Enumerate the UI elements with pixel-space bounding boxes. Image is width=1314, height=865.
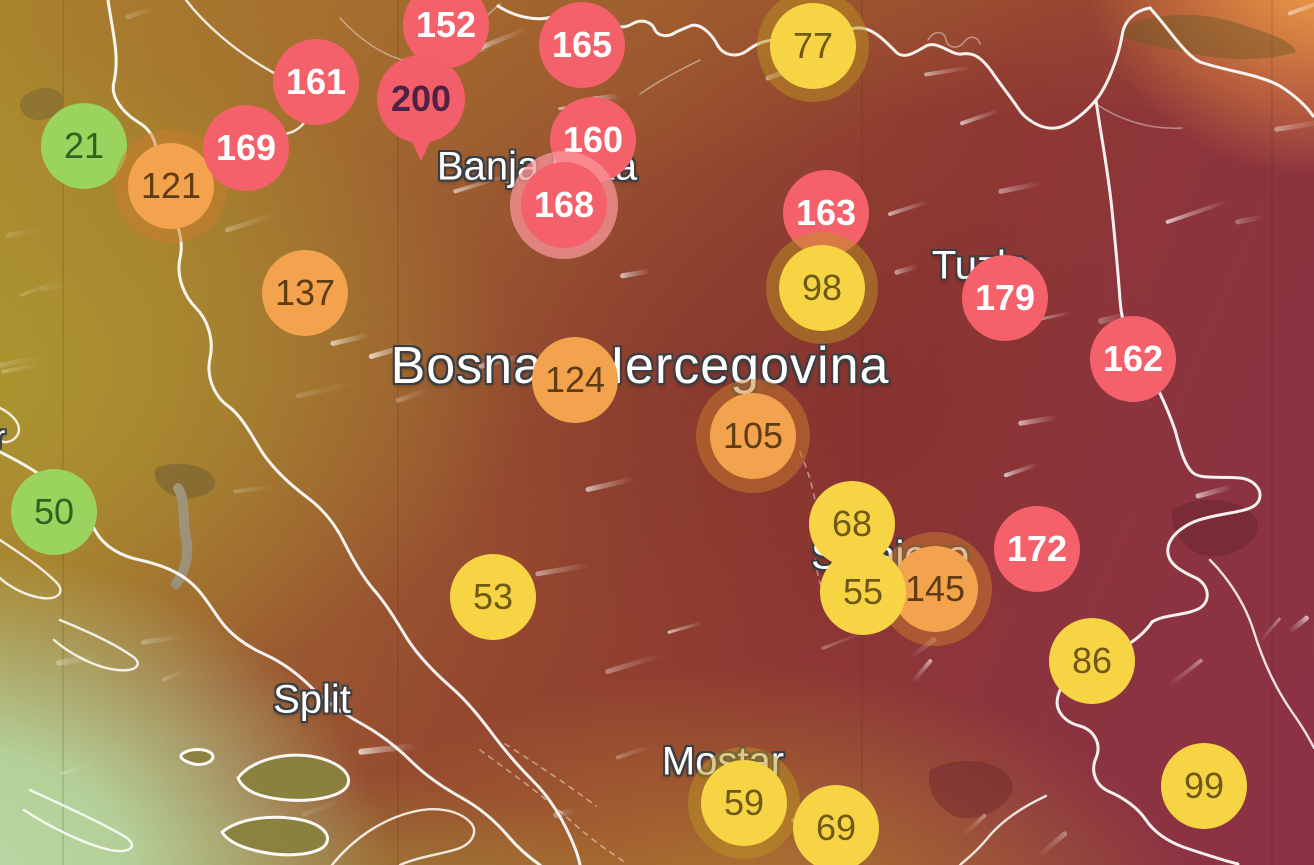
- aqi-station-marker[interactable]: 69: [793, 785, 879, 865]
- aqi-value: 68: [831, 503, 873, 544]
- aqi-station-marker[interactable]: 163: [783, 170, 869, 256]
- aqi-station-marker[interactable]: 145: [892, 546, 978, 632]
- aqi-station-marker[interactable]: 53: [450, 554, 536, 640]
- aqi-value: 161: [285, 61, 347, 102]
- aqi-value: 53: [472, 576, 514, 617]
- aqi-value: 21: [63, 125, 105, 166]
- aqi-station-marker[interactable]: 169: [203, 105, 289, 191]
- aqi-value: 162: [1102, 338, 1164, 379]
- aqi-value: 105: [722, 415, 784, 456]
- aqi-value: 160: [562, 119, 624, 160]
- aqi-value: 200: [390, 78, 452, 119]
- aqi-value: 50: [33, 491, 75, 532]
- aqi-station-marker[interactable]: 124: [532, 337, 618, 423]
- aqi-value: 121: [140, 165, 202, 206]
- aqi-station-marker[interactable]: 121: [128, 143, 214, 229]
- aqi-value: 86: [1071, 640, 1113, 681]
- aqi-value: 137: [274, 272, 336, 313]
- aqi-value: 163: [795, 192, 857, 233]
- aqi-value: 169: [215, 127, 277, 168]
- aqi-station-marker[interactable]: 77: [770, 3, 856, 89]
- aqi-station-marker[interactable]: 99: [1161, 743, 1247, 829]
- aqi-station-marker[interactable]: 161: [273, 39, 359, 125]
- aqi-value: 55: [842, 571, 884, 612]
- aqi-value: 172: [1006, 528, 1068, 569]
- aqi-value: 59: [723, 782, 765, 823]
- aqi-station-marker[interactable]: 168: [521, 162, 607, 248]
- aqi-station-marker[interactable]: 172: [994, 506, 1080, 592]
- aqi-value: 145: [904, 568, 966, 609]
- marker-pin-tail: [405, 127, 437, 161]
- aqi-station-marker[interactable]: 98: [779, 245, 865, 331]
- aqi-value: 179: [974, 277, 1036, 318]
- aqi-value: 152: [415, 4, 477, 45]
- aqi-station-marker[interactable]: 86: [1049, 618, 1135, 704]
- aqi-station-marker[interactable]: 162: [1090, 316, 1176, 402]
- aqi-station-marker[interactable]: 21: [41, 103, 127, 189]
- aqi-station-marker[interactable]: 137: [262, 250, 348, 336]
- aqi-station-marker[interactable]: 165: [539, 2, 625, 88]
- aqi-value: 77: [792, 25, 834, 66]
- aqi-station-marker[interactable]: 105: [710, 393, 796, 479]
- aqi-station-marker[interactable]: 59: [701, 760, 787, 846]
- aqi-value: 99: [1183, 765, 1225, 806]
- aqi-value: 124: [544, 359, 606, 400]
- aqi-station-marker-selected[interactable]: 200: [377, 55, 465, 161]
- aqi-value: 69: [815, 807, 857, 848]
- aqi-station-marker[interactable]: 50: [11, 469, 97, 555]
- aqi-value: 165: [551, 24, 613, 65]
- aqi-station-marker[interactable]: 179: [962, 255, 1048, 341]
- aqi-value: 98: [801, 267, 843, 308]
- aqi-station-marker[interactable]: 55: [820, 549, 906, 635]
- aqi-value: 168: [533, 184, 595, 225]
